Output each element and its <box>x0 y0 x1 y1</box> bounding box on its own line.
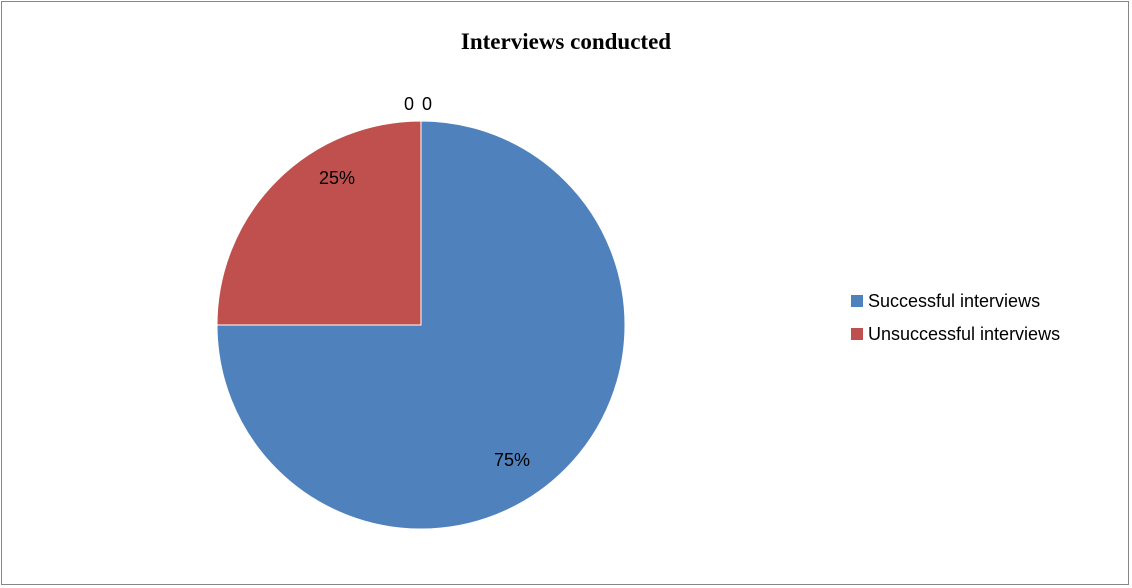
zero-value-label-1: 0 <box>404 94 414 114</box>
data-label-successful: 75% <box>494 450 530 470</box>
legend-label-unsuccessful: Unsuccessful interviews <box>868 323 1061 344</box>
legend-swatch-unsuccessful <box>851 328 863 340</box>
legend-item-unsuccessful: Unsuccessful interviews <box>851 324 1060 344</box>
legend-item-successful: Successful interviews <box>851 291 1060 311</box>
legend: Successful interviews Unsuccessful inter… <box>851 291 1060 357</box>
chart-title: Interviews conducted <box>460 29 672 54</box>
zero-value-label-2: 0 <box>422 94 432 114</box>
pie-slice-unsuccessful <box>216 120 422 326</box>
legend-label-successful: Successful interviews <box>868 290 1041 311</box>
legend-swatch-successful <box>851 295 863 307</box>
data-label-unsuccessful: 25% <box>319 168 355 188</box>
